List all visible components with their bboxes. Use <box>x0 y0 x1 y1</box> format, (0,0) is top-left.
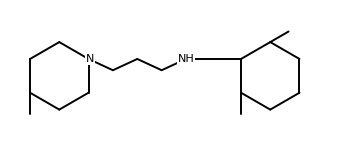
Text: N: N <box>86 54 94 64</box>
Text: NH: NH <box>178 54 195 64</box>
